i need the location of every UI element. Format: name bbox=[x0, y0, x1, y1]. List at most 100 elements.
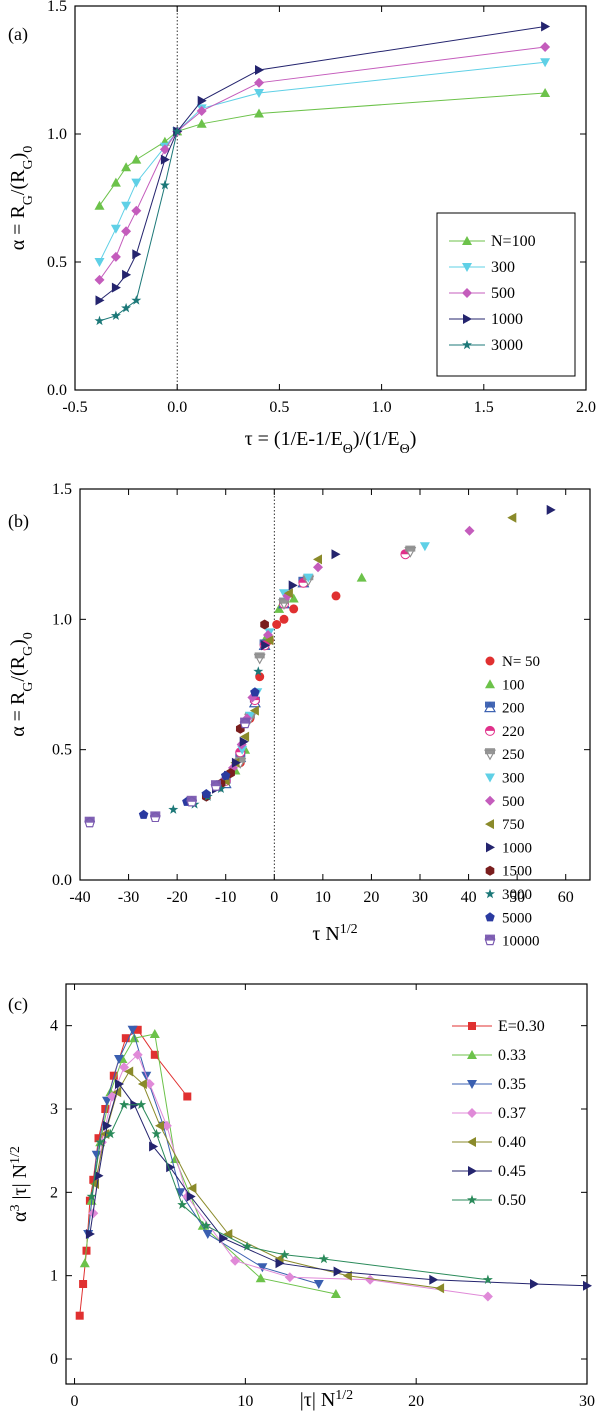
data-point bbox=[210, 780, 222, 791]
legend-marker bbox=[485, 773, 495, 783]
legend-label: 100 bbox=[502, 677, 525, 693]
data-point bbox=[127, 1025, 138, 1035]
data-point bbox=[541, 21, 551, 32]
data-point bbox=[121, 226, 132, 237]
data-point bbox=[250, 687, 260, 697]
x-tick-label: -0.5 bbox=[62, 399, 87, 416]
legend-label: 300 bbox=[502, 771, 525, 787]
x-tick-label: 2.0 bbox=[576, 399, 596, 416]
data-point bbox=[84, 816, 96, 828]
data-point bbox=[419, 542, 430, 552]
data-point bbox=[151, 1128, 162, 1139]
legend-label: E=0.30 bbox=[498, 1018, 545, 1035]
data-point bbox=[260, 619, 269, 630]
data-point bbox=[464, 525, 475, 536]
data-point bbox=[136, 1099, 147, 1110]
data-point bbox=[257, 1263, 268, 1273]
y-tick-label: 1 bbox=[50, 1268, 58, 1285]
data-point bbox=[201, 789, 212, 799]
data-point bbox=[122, 269, 132, 280]
legend-marker bbox=[463, 314, 472, 324]
legend-label: 220 bbox=[502, 724, 525, 740]
data-point bbox=[220, 770, 231, 780]
data-point bbox=[110, 310, 121, 321]
legend-label: N= 50 bbox=[502, 654, 540, 670]
data-point bbox=[253, 652, 266, 665]
panel-label: (c) bbox=[8, 994, 28, 1015]
legend-label: 250 bbox=[502, 747, 525, 763]
data-point bbox=[110, 251, 121, 262]
data-point bbox=[138, 809, 149, 819]
data-point bbox=[75, 1311, 84, 1320]
legend-marker bbox=[485, 656, 495, 666]
x-axis-label: τ N1/2 bbox=[312, 922, 357, 946]
series-4 bbox=[215, 545, 417, 793]
series-6 bbox=[86, 1099, 493, 1285]
series-3 bbox=[88, 1049, 493, 1302]
data-point bbox=[429, 1274, 439, 1285]
legend-label: 1000 bbox=[491, 311, 523, 328]
legend-marker bbox=[485, 725, 495, 736]
series-line bbox=[91, 1104, 488, 1281]
legend-marker bbox=[467, 1194, 477, 1205]
data-point bbox=[275, 1258, 285, 1269]
legend-marker bbox=[485, 912, 495, 922]
legend-marker bbox=[467, 1050, 477, 1059]
data-point bbox=[121, 162, 132, 172]
data-point bbox=[272, 620, 282, 629]
data-point bbox=[119, 1062, 130, 1073]
legend-marker bbox=[484, 748, 496, 761]
data-point bbox=[507, 512, 517, 523]
data-point bbox=[110, 224, 121, 234]
data-point bbox=[131, 295, 142, 305]
data-point bbox=[303, 573, 314, 583]
legend-label: 0.35 bbox=[498, 1076, 526, 1093]
y-tick-label: 0 bbox=[50, 1351, 58, 1368]
legend-label: 300 bbox=[491, 259, 515, 276]
y-tick-label: 0.0 bbox=[47, 382, 67, 399]
data-point bbox=[95, 295, 105, 306]
y-tick-label: 2 bbox=[50, 1184, 58, 1201]
data-point bbox=[540, 88, 551, 97]
series-5 bbox=[85, 1079, 592, 1291]
data-point bbox=[253, 666, 264, 676]
data-point bbox=[186, 1191, 196, 1202]
y-tick-label: 1.5 bbox=[52, 481, 72, 498]
legend-label: 750 bbox=[502, 817, 525, 833]
data-point bbox=[242, 1241, 253, 1251]
data-point bbox=[94, 315, 105, 326]
series-1 bbox=[230, 572, 367, 775]
legend-marker bbox=[485, 865, 495, 876]
legend-label: 3000 bbox=[491, 337, 523, 354]
legend-marker bbox=[485, 679, 495, 689]
x-tick-label: 20 bbox=[408, 1393, 424, 1410]
data-point bbox=[129, 1033, 140, 1043]
data-point bbox=[196, 118, 207, 128]
data-point bbox=[313, 1280, 324, 1289]
data-point bbox=[530, 1279, 539, 1289]
data-point bbox=[161, 1120, 172, 1131]
data-point bbox=[114, 1055, 124, 1064]
data-point bbox=[186, 795, 198, 807]
x-axis-label: |τ| N1/2 bbox=[300, 1388, 353, 1412]
y-tick-label: 0.5 bbox=[52, 742, 72, 759]
y-axis-label: α3 |τ| N1/2 bbox=[8, 1146, 32, 1222]
data-point bbox=[249, 705, 259, 716]
x-tick-label: 0 bbox=[71, 1393, 79, 1410]
data-point bbox=[144, 1079, 155, 1089]
y-tick-label: 1.0 bbox=[52, 611, 72, 628]
legend-marker bbox=[485, 795, 495, 806]
legend-label: 500 bbox=[491, 285, 515, 302]
data-point bbox=[132, 249, 142, 260]
data-point bbox=[254, 89, 264, 98]
data-point bbox=[137, 1079, 147, 1089]
data-point bbox=[132, 1049, 143, 1060]
data-point bbox=[94, 1170, 104, 1181]
series-3 bbox=[220, 549, 411, 786]
data-point bbox=[159, 179, 170, 190]
panel-c: 0 10 20 30 0 1 2 3 4 (c) |τ| N1/2 α3 |τ| N1/2 E=0.30… bbox=[8, 983, 595, 1412]
plot-frame bbox=[79, 488, 591, 881]
data-point bbox=[196, 106, 207, 116]
data-point bbox=[149, 1029, 160, 1038]
data-point bbox=[482, 1291, 493, 1302]
